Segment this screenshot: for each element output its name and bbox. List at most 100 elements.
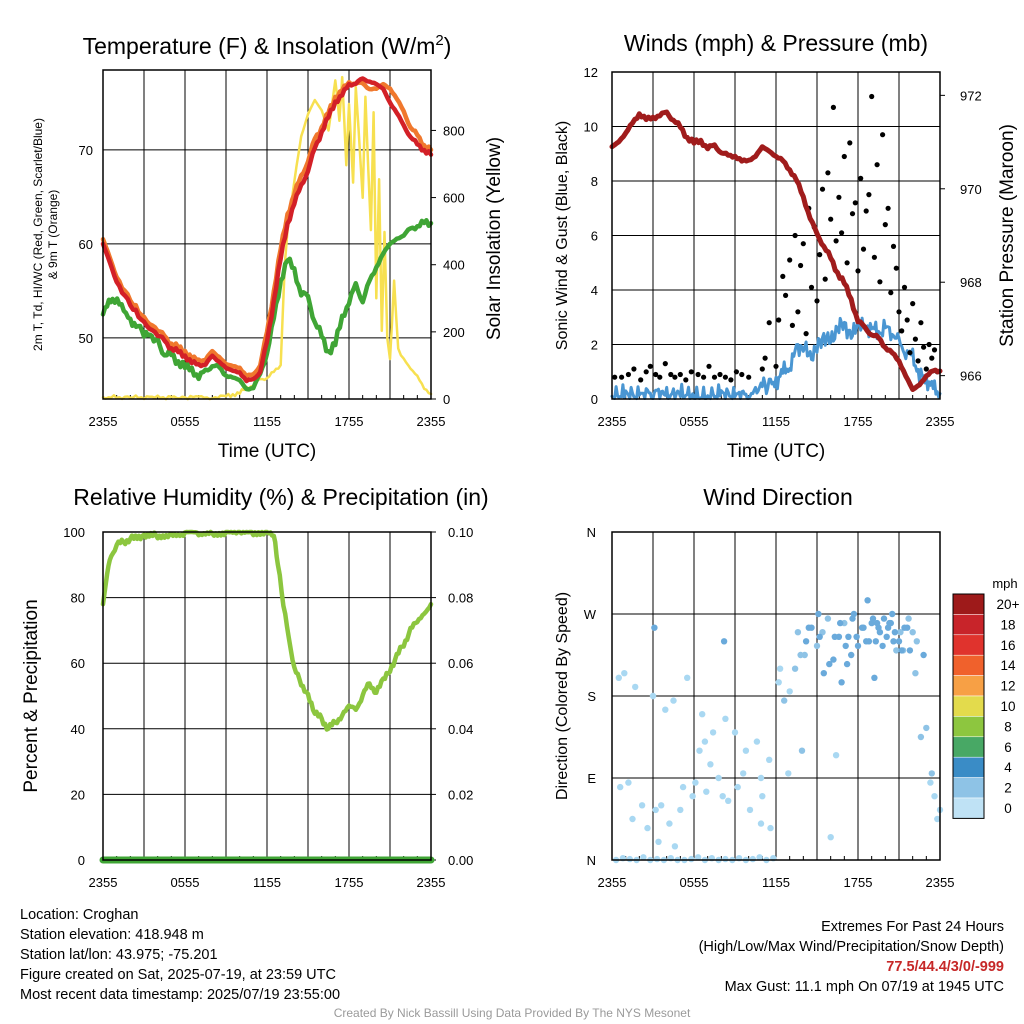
y2-axis-label: Solar Insolation (Yellow) — [484, 137, 505, 340]
gust-point — [792, 232, 798, 239]
legend-label: 20+ — [997, 597, 1020, 612]
wind-direction-point — [759, 793, 766, 800]
gust-point — [711, 374, 718, 380]
legend-label: 14 — [1000, 658, 1016, 673]
wind-direction-point — [904, 624, 911, 631]
wind-direction-point — [749, 855, 756, 863]
legend-label: 2 — [1004, 781, 1012, 796]
gust-point — [688, 369, 694, 375]
x-tick-label: 2355 — [598, 414, 627, 429]
x-tick-label: 1155 — [762, 414, 790, 429]
gust-point — [890, 243, 897, 249]
legend-unit-label: mph — [992, 576, 1017, 591]
x-tick-label: 2355 — [417, 414, 446, 429]
wind-direction-point — [776, 665, 784, 672]
legend-color-box — [952, 634, 985, 656]
gust-point — [798, 262, 804, 269]
wind-direction-point — [848, 651, 855, 659]
wind-direction-point — [923, 724, 930, 732]
gust-point — [844, 260, 850, 266]
y-tick-label: 6 — [591, 229, 598, 244]
wind-direction-point — [757, 774, 765, 782]
y-axis-label: Sonic Wind & Gust (Blue, Black) — [554, 121, 571, 350]
wind-direction-point — [871, 674, 878, 681]
wind-direction-point — [889, 610, 896, 618]
legend-color-box — [952, 675, 985, 697]
x-tick-label: 1155 — [253, 875, 281, 890]
gust-point — [896, 309, 902, 315]
x-tick-label: 0555 — [680, 414, 709, 429]
gust-point — [625, 371, 632, 378]
gust-point — [901, 284, 908, 290]
x-axis-label: Time (UTC) — [218, 441, 317, 462]
legend-color-box — [952, 654, 985, 676]
gust-point — [733, 369, 740, 375]
y2-tick-label: 966 — [960, 369, 982, 384]
wind-direction-point — [649, 692, 657, 700]
x-tick-label: 2355 — [417, 875, 446, 890]
gust-point — [819, 186, 826, 192]
wind-direction-point — [917, 733, 925, 741]
wind-direction-point — [854, 642, 862, 650]
gust-point — [923, 366, 929, 372]
wind-direction-point — [651, 624, 658, 631]
gust-point — [926, 341, 932, 348]
wind-direction-point — [794, 629, 802, 636]
wind-direction-point — [696, 747, 703, 754]
plot-frame — [611, 71, 941, 400]
wind-direction-point — [880, 615, 888, 622]
y2-tick-label: 972 — [960, 88, 982, 103]
gust-point — [783, 292, 789, 298]
gust-point — [766, 320, 772, 326]
gust-point — [874, 162, 880, 168]
wind-direction-point — [927, 779, 934, 786]
legend-color-box — [952, 593, 985, 615]
x-tick-label: 2355 — [89, 875, 118, 890]
chart-title: Wind Direction — [703, 484, 853, 510]
wind-direction-point — [879, 642, 886, 650]
wind-direction-point — [617, 783, 624, 791]
gust-point — [871, 254, 878, 260]
legend-label: 6 — [1004, 740, 1012, 755]
wind-direction-point — [906, 647, 914, 654]
wind-direction-point — [826, 660, 833, 668]
wind-direction-point — [820, 670, 827, 677]
x-tick-label: 1155 — [762, 875, 790, 890]
gust-point — [915, 358, 921, 364]
wind-direction-point — [797, 651, 804, 659]
recent-data-text: Most recent data timestamp: 2025/07/19 2… — [20, 987, 341, 1003]
wind-direction-point — [666, 820, 673, 827]
extremes-info: Extremes For Past 24 Hours (High/Low/Max… — [699, 917, 1004, 997]
chart-title: Winds (mph) & Pressure (mb) — [624, 30, 928, 56]
wind-direction-point — [703, 788, 710, 795]
x-tick-label: 2355 — [926, 875, 955, 890]
y-tick-label: 70 — [79, 143, 93, 158]
gust-point — [880, 132, 886, 138]
wind-direction-point — [734, 783, 741, 791]
elevation-text: Station elevation: 418.948 m — [20, 927, 204, 943]
legend-label: 4 — [1004, 760, 1012, 775]
gust-point — [904, 317, 910, 323]
gust-point — [759, 366, 765, 372]
y-tick-label: N — [587, 525, 596, 540]
gust-point — [706, 363, 712, 369]
wind-direction-point — [805, 624, 812, 631]
wind-direction-point — [827, 834, 834, 841]
gust-point — [882, 222, 888, 228]
wind-direction-point — [677, 806, 684, 814]
gust-point — [839, 230, 845, 236]
wind-direction-point — [692, 779, 699, 786]
gust-point — [885, 205, 891, 211]
wind-direction-point — [715, 774, 722, 782]
gust-point — [929, 355, 935, 361]
wind-direction-point — [905, 615, 912, 622]
y-tick-label: 60 — [71, 656, 85, 671]
wind-direction-point — [662, 706, 669, 713]
gust-point — [817, 252, 823, 258]
y2-tick-label: 800 — [443, 123, 465, 138]
wind-direction-point — [709, 729, 717, 736]
plot-frame — [102, 69, 432, 400]
gust-point — [787, 257, 793, 263]
y-tick-label: 50 — [79, 331, 93, 346]
y2-tick-label: 0.10 — [448, 525, 473, 540]
